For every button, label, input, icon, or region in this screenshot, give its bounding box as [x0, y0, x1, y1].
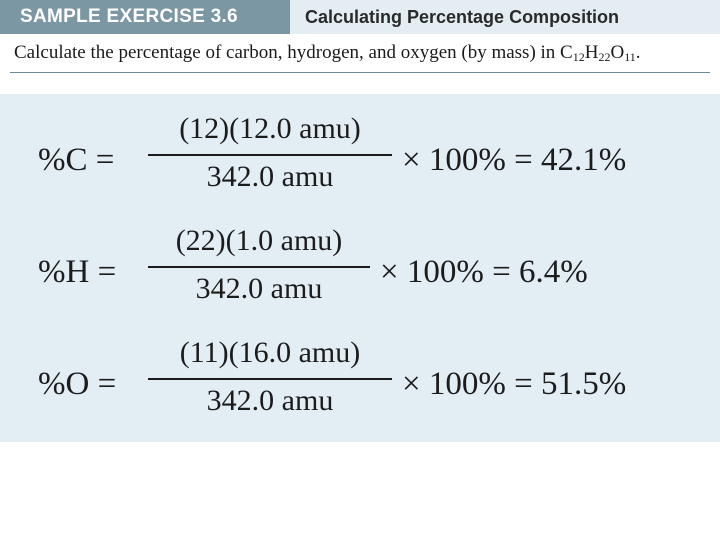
exercise-tab: SAMPLE EXERCISE 3.6: [0, 0, 290, 34]
hydrogen-symbol: H: [584, 42, 599, 63]
hydrogen-subscript: 22: [598, 50, 611, 64]
equation-rhs: × 100% = 51.5%: [402, 366, 627, 402]
solution-panel: %C = (12)(12.0 amu) 342.0 amu × 100% = 4…: [0, 94, 720, 442]
fraction-bar: [148, 378, 392, 380]
fraction: (22)(1.0 amu) 342.0 amu: [148, 224, 370, 320]
equation-lhs: %H =: [38, 254, 117, 290]
numerator: (22)(1.0 amu): [175, 224, 343, 257]
oxygen-subscript: 11: [624, 50, 636, 64]
carbon-subscript: 12: [572, 50, 585, 64]
fraction: (11)(16.0 amu) 342.0 amu: [148, 336, 392, 432]
divider: [10, 72, 710, 73]
denominator: 342.0 amu: [206, 384, 334, 417]
fraction-bar: [148, 154, 392, 156]
equation-lhs: %O =: [38, 366, 117, 402]
denominator: 342.0 amu: [195, 272, 323, 305]
fraction: (12)(12.0 amu) 342.0 amu: [148, 112, 392, 208]
denominator: 342.0 amu: [206, 160, 334, 193]
exercise-title: Calculating Percentage Composition: [305, 7, 620, 27]
fraction-bar: [148, 266, 370, 268]
equation-rhs: × 100% = 6.4%: [380, 254, 588, 290]
equation-lhs: %C =: [38, 142, 115, 178]
numerator: (12)(12.0 amu): [179, 112, 361, 145]
equation-oxygen: %O = (11)(16.0 amu) 342.0 amu × 100% = 5…: [0, 336, 720, 432]
numerator: (11)(16.0 amu): [179, 336, 361, 369]
problem-period: .: [635, 42, 641, 63]
problem-statement: Calculate the percentage of carbon, hydr…: [14, 42, 641, 65]
oxygen-symbol: O: [610, 42, 625, 63]
equation-rhs: × 100% = 42.1%: [402, 142, 627, 178]
problem-text: Calculate the percentage of carbon, hydr…: [14, 42, 573, 63]
equation-carbon: %C = (12)(12.0 amu) 342.0 amu × 100% = 4…: [0, 112, 720, 208]
equation-hydrogen: %H = (22)(1.0 amu) 342.0 amu × 100% = 6.…: [0, 224, 720, 320]
